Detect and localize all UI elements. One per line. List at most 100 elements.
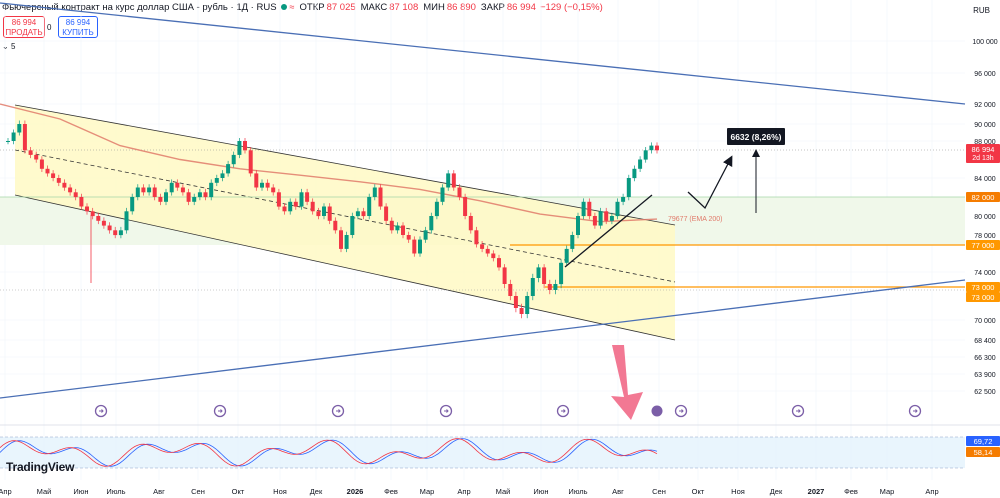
chart-header: Фьючерсный контракт на курс доллар США -… [2, 0, 603, 14]
candle-body [124, 211, 129, 231]
candle-body [429, 216, 434, 231]
candle-body [491, 253, 496, 259]
candle-body [513, 296, 518, 308]
ema-label: 79677 (EMA 200) [668, 216, 722, 223]
candle-body [423, 230, 428, 240]
x-tick-label: Окт [692, 487, 705, 496]
projection-zigzag [687, 155, 733, 210]
candle-body [463, 197, 468, 216]
candle-body [638, 159, 643, 169]
y-tick-label: 66 300 [974, 355, 996, 362]
low-value: 86 890 [446, 1, 476, 13]
candle-body [96, 216, 101, 221]
candle-body [508, 284, 513, 296]
x-tick-label: Июль [106, 487, 125, 496]
candle-body [73, 192, 78, 198]
x-tick-label: Ноя [731, 487, 745, 496]
candle-body [85, 206, 89, 212]
stochastic-k-line [0, 438, 658, 467]
svg-text:73 000: 73 000 [972, 283, 995, 292]
buy-button[interactable]: 86 994 КУПИТЬ [58, 16, 98, 38]
sell-button[interactable]: 86 994 ПРОДАТЬ [3, 16, 45, 38]
y-tick-label: 100 000 [972, 39, 997, 46]
x-tick-label: Апр [0, 487, 12, 496]
candle-body [412, 239, 417, 254]
instrument-title[interactable]: Фьючерсный контракт на курс доллар США -… [2, 1, 277, 13]
price-tag-77000: 77 000 [966, 240, 1000, 250]
candle-body [260, 182, 264, 188]
x-tick-label: 2026 [347, 487, 364, 496]
candle-body [497, 258, 501, 268]
price-axis[interactable]: 100 000 96 000 92 000 90 000 88 000 84 000 80 … [972, 39, 997, 396]
candle-body [525, 296, 530, 314]
oscillator-band [0, 437, 965, 468]
candle-body [152, 187, 157, 197]
measure-label: 6632 (8,26%) [730, 132, 781, 142]
candle-body [322, 206, 326, 216]
candle-body [395, 225, 400, 231]
ema-200-line [0, 103, 658, 223]
candle-body [316, 211, 321, 217]
candle-body [384, 206, 389, 221]
candle-body [559, 262, 564, 285]
candle-body [237, 141, 242, 155]
x-tick-label: Сен [652, 487, 666, 496]
candle-body [570, 235, 575, 249]
candle-body [243, 141, 247, 151]
price-tag-current: 86 994 2d 13h [966, 144, 1000, 163]
svg-text:82 000: 82 000 [972, 193, 995, 202]
currency-label[interactable]: RUB [973, 6, 990, 15]
candle-body [62, 182, 67, 188]
x-tick-label: Мар [880, 487, 895, 496]
svg-text:77 000: 77 000 [972, 241, 995, 250]
oscillator-tag-k: 69,72 [966, 436, 1000, 446]
candle-body [530, 278, 535, 296]
svg-text:86 994: 86 994 [972, 145, 995, 154]
tradingview-logo[interactable]: TradingView [6, 460, 75, 474]
candle-body [214, 178, 219, 183]
candle-body [643, 150, 648, 160]
y-tick-label: 78 000 [974, 233, 996, 240]
candle-body [101, 220, 106, 226]
buy-price: 86 994 [65, 18, 91, 27]
candle-body [231, 154, 236, 165]
dividend-marker-icon[interactable] [651, 405, 663, 417]
y-tick-label: 80 000 [974, 214, 996, 221]
candle-body [220, 173, 225, 178]
candle-body [169, 182, 174, 193]
low-label: МИН [423, 1, 445, 13]
y-tick-label: 96 000 [974, 71, 996, 78]
candle-body [34, 154, 39, 160]
candle-body [542, 267, 547, 284]
y-tick-label: 62 500 [974, 389, 996, 396]
candle-body [254, 173, 259, 188]
y-tick-label: 68 400 [974, 338, 996, 345]
x-tick-label: Авг [612, 487, 624, 496]
x-tick-label: Сен [191, 487, 205, 496]
svg-text:58,14: 58,14 [974, 448, 993, 457]
y-tick-label: 88 000 [974, 139, 996, 146]
price-tag-73000-b: 73 000 [966, 292, 1000, 302]
y-tick-label: 63 900 [974, 372, 996, 379]
candle-body [581, 201, 586, 217]
candle-body [592, 216, 597, 226]
price-tag-82000: 82 000 [966, 192, 1000, 202]
x-tick-label: Окт [232, 487, 245, 496]
candle-body [45, 168, 50, 174]
time-axis[interactable]: Апр Май Июн Июль Авг Сен Окт Ноя Дек 2026 Фев Мар Ап… [0, 487, 939, 496]
indicators-toggle[interactable]: ⌄ 5 [2, 42, 15, 51]
event-markers [94, 404, 922, 418]
candle-body [333, 220, 338, 231]
candle-body [576, 216, 580, 235]
change-value: −129 (−0,15%) [539, 1, 603, 13]
candle-body [632, 168, 637, 179]
candle-body [327, 206, 332, 221]
alert-icon[interactable]: ≈ [289, 2, 295, 12]
candle-body [113, 230, 118, 236]
candle-body [446, 173, 451, 188]
svg-text:2d 13h: 2d 13h [972, 155, 994, 162]
candle-body [485, 248, 490, 254]
candle-body [389, 220, 394, 231]
oscillator-tag-d: 58,14 [966, 447, 1000, 457]
